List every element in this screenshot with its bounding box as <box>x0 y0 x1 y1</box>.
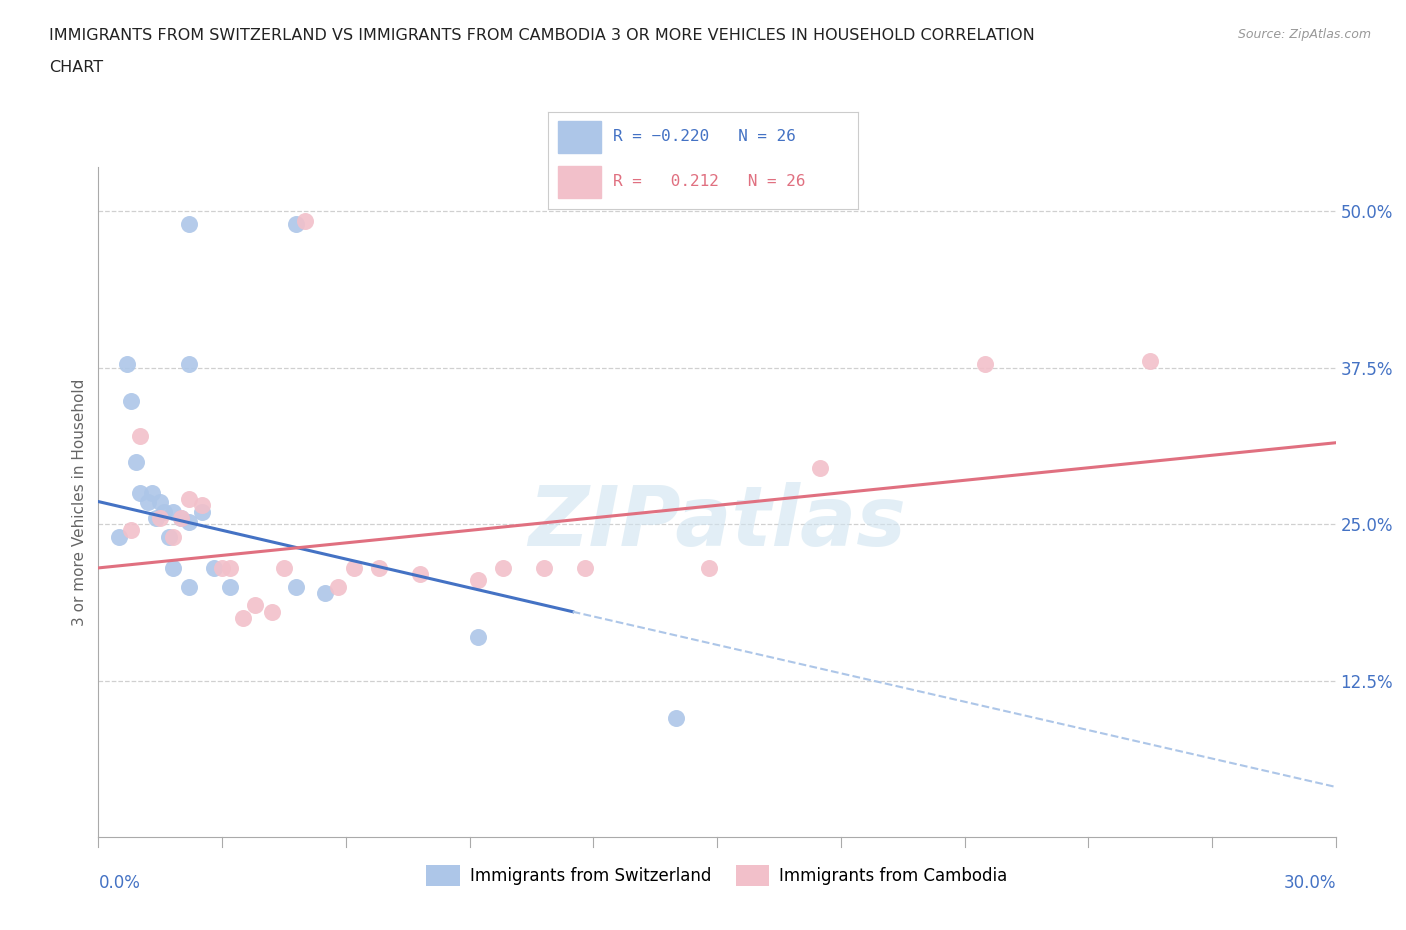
Legend: Immigrants from Switzerland, Immigrants from Cambodia: Immigrants from Switzerland, Immigrants … <box>420 858 1014 892</box>
Point <box>219 579 242 594</box>
Point <box>120 394 142 409</box>
Text: IMMIGRANTS FROM SWITZERLAND VS IMMIGRANTS FROM CAMBODIA 3 OR MORE VEHICLES IN HO: IMMIGRANTS FROM SWITZERLAND VS IMMIGRANT… <box>49 28 1035 43</box>
Point <box>179 579 201 594</box>
Point <box>124 454 146 469</box>
Point <box>974 356 997 371</box>
Point <box>574 561 596 576</box>
Point <box>367 561 389 576</box>
Point <box>157 529 180 544</box>
Text: R = −0.220   N = 26: R = −0.220 N = 26 <box>613 129 796 144</box>
Point <box>232 610 254 625</box>
Point <box>120 523 142 538</box>
Point <box>170 511 193 525</box>
Point <box>162 529 184 544</box>
Point <box>808 460 831 475</box>
Point <box>314 586 336 601</box>
Point <box>170 511 193 525</box>
Point <box>533 561 555 576</box>
Text: Source: ZipAtlas.com: Source: ZipAtlas.com <box>1237 28 1371 41</box>
Point <box>128 429 150 444</box>
Point <box>128 485 150 500</box>
Y-axis label: 3 or more Vehicles in Household: 3 or more Vehicles in Household <box>72 379 87 626</box>
Point <box>162 561 184 576</box>
Point <box>136 494 159 509</box>
Text: R =   0.212   N = 26: R = 0.212 N = 26 <box>613 175 806 190</box>
Text: ZIPatlas: ZIPatlas <box>529 482 905 563</box>
Point <box>285 579 308 594</box>
Point <box>190 504 212 519</box>
Point <box>108 529 131 544</box>
Point <box>260 604 283 619</box>
Point <box>153 504 176 519</box>
Point <box>190 498 212 512</box>
Point <box>211 561 233 576</box>
Point <box>467 573 489 588</box>
Point <box>162 504 184 519</box>
Point <box>149 511 172 525</box>
Point <box>149 494 172 509</box>
Point <box>179 492 201 507</box>
Point <box>343 561 366 576</box>
Text: 0.0%: 0.0% <box>98 874 141 892</box>
Point <box>665 711 688 725</box>
Point <box>1139 354 1161 369</box>
Point <box>179 514 201 529</box>
Point <box>202 561 225 576</box>
Point <box>179 356 201 371</box>
Point <box>326 579 349 594</box>
Point <box>467 630 489 644</box>
Point <box>294 214 316 229</box>
Point <box>491 561 513 576</box>
Text: CHART: CHART <box>49 60 103 75</box>
Point <box>145 511 167 525</box>
Bar <box>558 166 600 197</box>
Text: 30.0%: 30.0% <box>1284 874 1336 892</box>
Point <box>117 356 139 371</box>
Point <box>697 561 720 576</box>
Point <box>219 561 242 576</box>
Point <box>285 217 308 232</box>
Point <box>273 561 295 576</box>
Bar <box>558 122 600 153</box>
Point <box>243 598 266 613</box>
Point <box>179 217 201 232</box>
Point <box>141 485 163 500</box>
Point <box>409 566 432 581</box>
